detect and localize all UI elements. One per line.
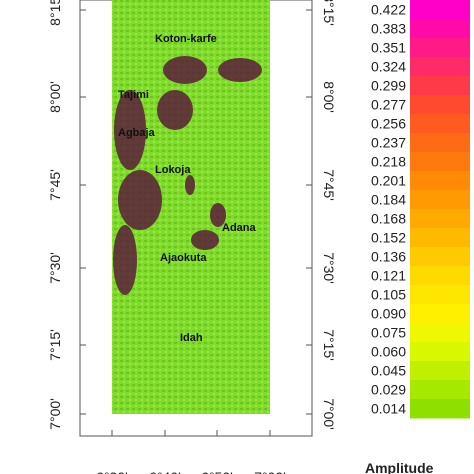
colorbar-segment [410,114,470,134]
lon-label: 6°50' [201,469,233,474]
colorbar-label: 0.299 [371,78,406,94]
colorbar-label: 0.256 [371,116,406,132]
place-label: Ajaokuta [160,252,207,264]
colorbar-label: 0.121 [371,268,406,284]
anomaly-clusters [113,56,262,295]
lat-label-left: 7°15' [47,329,63,361]
colorbar-label: 0.152 [371,230,406,246]
place-label: Adana [222,222,257,234]
colorbar-segment [410,190,470,210]
colorbar-label: 0.383 [371,21,406,37]
colorbar-segment [410,323,470,343]
colorbar-label: 0.184 [371,192,406,208]
colorbar-segment [410,38,470,58]
place-label: Lokoja [155,164,191,176]
colorbar-segment [410,342,470,362]
colorbar-label: 0.422 [371,2,406,18]
place-label: Koton-karfe [155,33,217,45]
colorbar-label: 0.324 [371,59,406,75]
colorbar-label: 0.105 [371,287,406,303]
lat-label-right: 8°00' [321,81,337,113]
colorbar-segment [410,95,470,115]
lat-label-left: 7°30' [47,252,63,284]
colorbar-segment [410,209,470,229]
colorbar-label: 0.029 [371,382,406,398]
colorbar-segment [410,247,470,267]
colorbar-segment [410,19,470,39]
colorbar-segment [410,228,470,248]
lat-label-right: 7°30' [321,252,337,284]
colorbar-label: 0.201 [371,173,406,189]
colorbar-label: 0.237 [371,135,406,151]
colorbar-segment [410,285,470,305]
lat-label-right: 8°15' [321,0,337,26]
colorbar-segment [410,399,470,419]
lon-label: 6°30' [96,469,128,474]
colorbar-segment [410,380,470,400]
colorbar-segment [410,171,470,191]
lat-label-right: 7°15' [321,329,337,361]
lat-label-left: 7°45' [47,169,63,201]
map-frame [79,0,313,437]
colorbar-label: 0.351 [371,40,406,56]
colorbar-label: 0.277 [371,97,406,113]
lon-label: 7°00' [254,469,286,474]
colorbar [410,0,470,419]
place-label: Idah [180,332,203,344]
colorbar-label: 0.218 [371,154,406,170]
lat-label-left: 8°15' [47,0,63,26]
colorbar-label: 0.090 [371,306,406,322]
lon-label: 6°40' [149,469,181,474]
colorbar-label: 0.014 [371,401,406,417]
colorbar-label: 0.136 [371,249,406,265]
colorbar-label: 0.045 [371,363,406,379]
colorbar-segment [410,266,470,286]
colorbar-label: 0.075 [371,325,406,341]
colorbar-segment [410,133,470,153]
lat-label-right: 7°00' [321,398,337,430]
lat-label-left: 7°00' [47,398,63,430]
colorbar-segment [410,76,470,96]
lat-label-right: 7°45' [321,169,337,201]
colorbar-segment [410,361,470,381]
place-label: Tajimi [118,89,149,101]
colorbar-segment [410,57,470,77]
place-label: Agbaja [118,127,156,139]
lat-label-left: 8°00' [47,81,63,113]
colorbar-label: 0.168 [371,211,406,227]
colorbar-title: Amplitude [365,460,434,474]
colorbar-segment [410,304,470,324]
colorbar-segment [410,152,470,172]
colorbar-segment [410,0,470,20]
colorbar-label: 0.060 [371,344,406,360]
